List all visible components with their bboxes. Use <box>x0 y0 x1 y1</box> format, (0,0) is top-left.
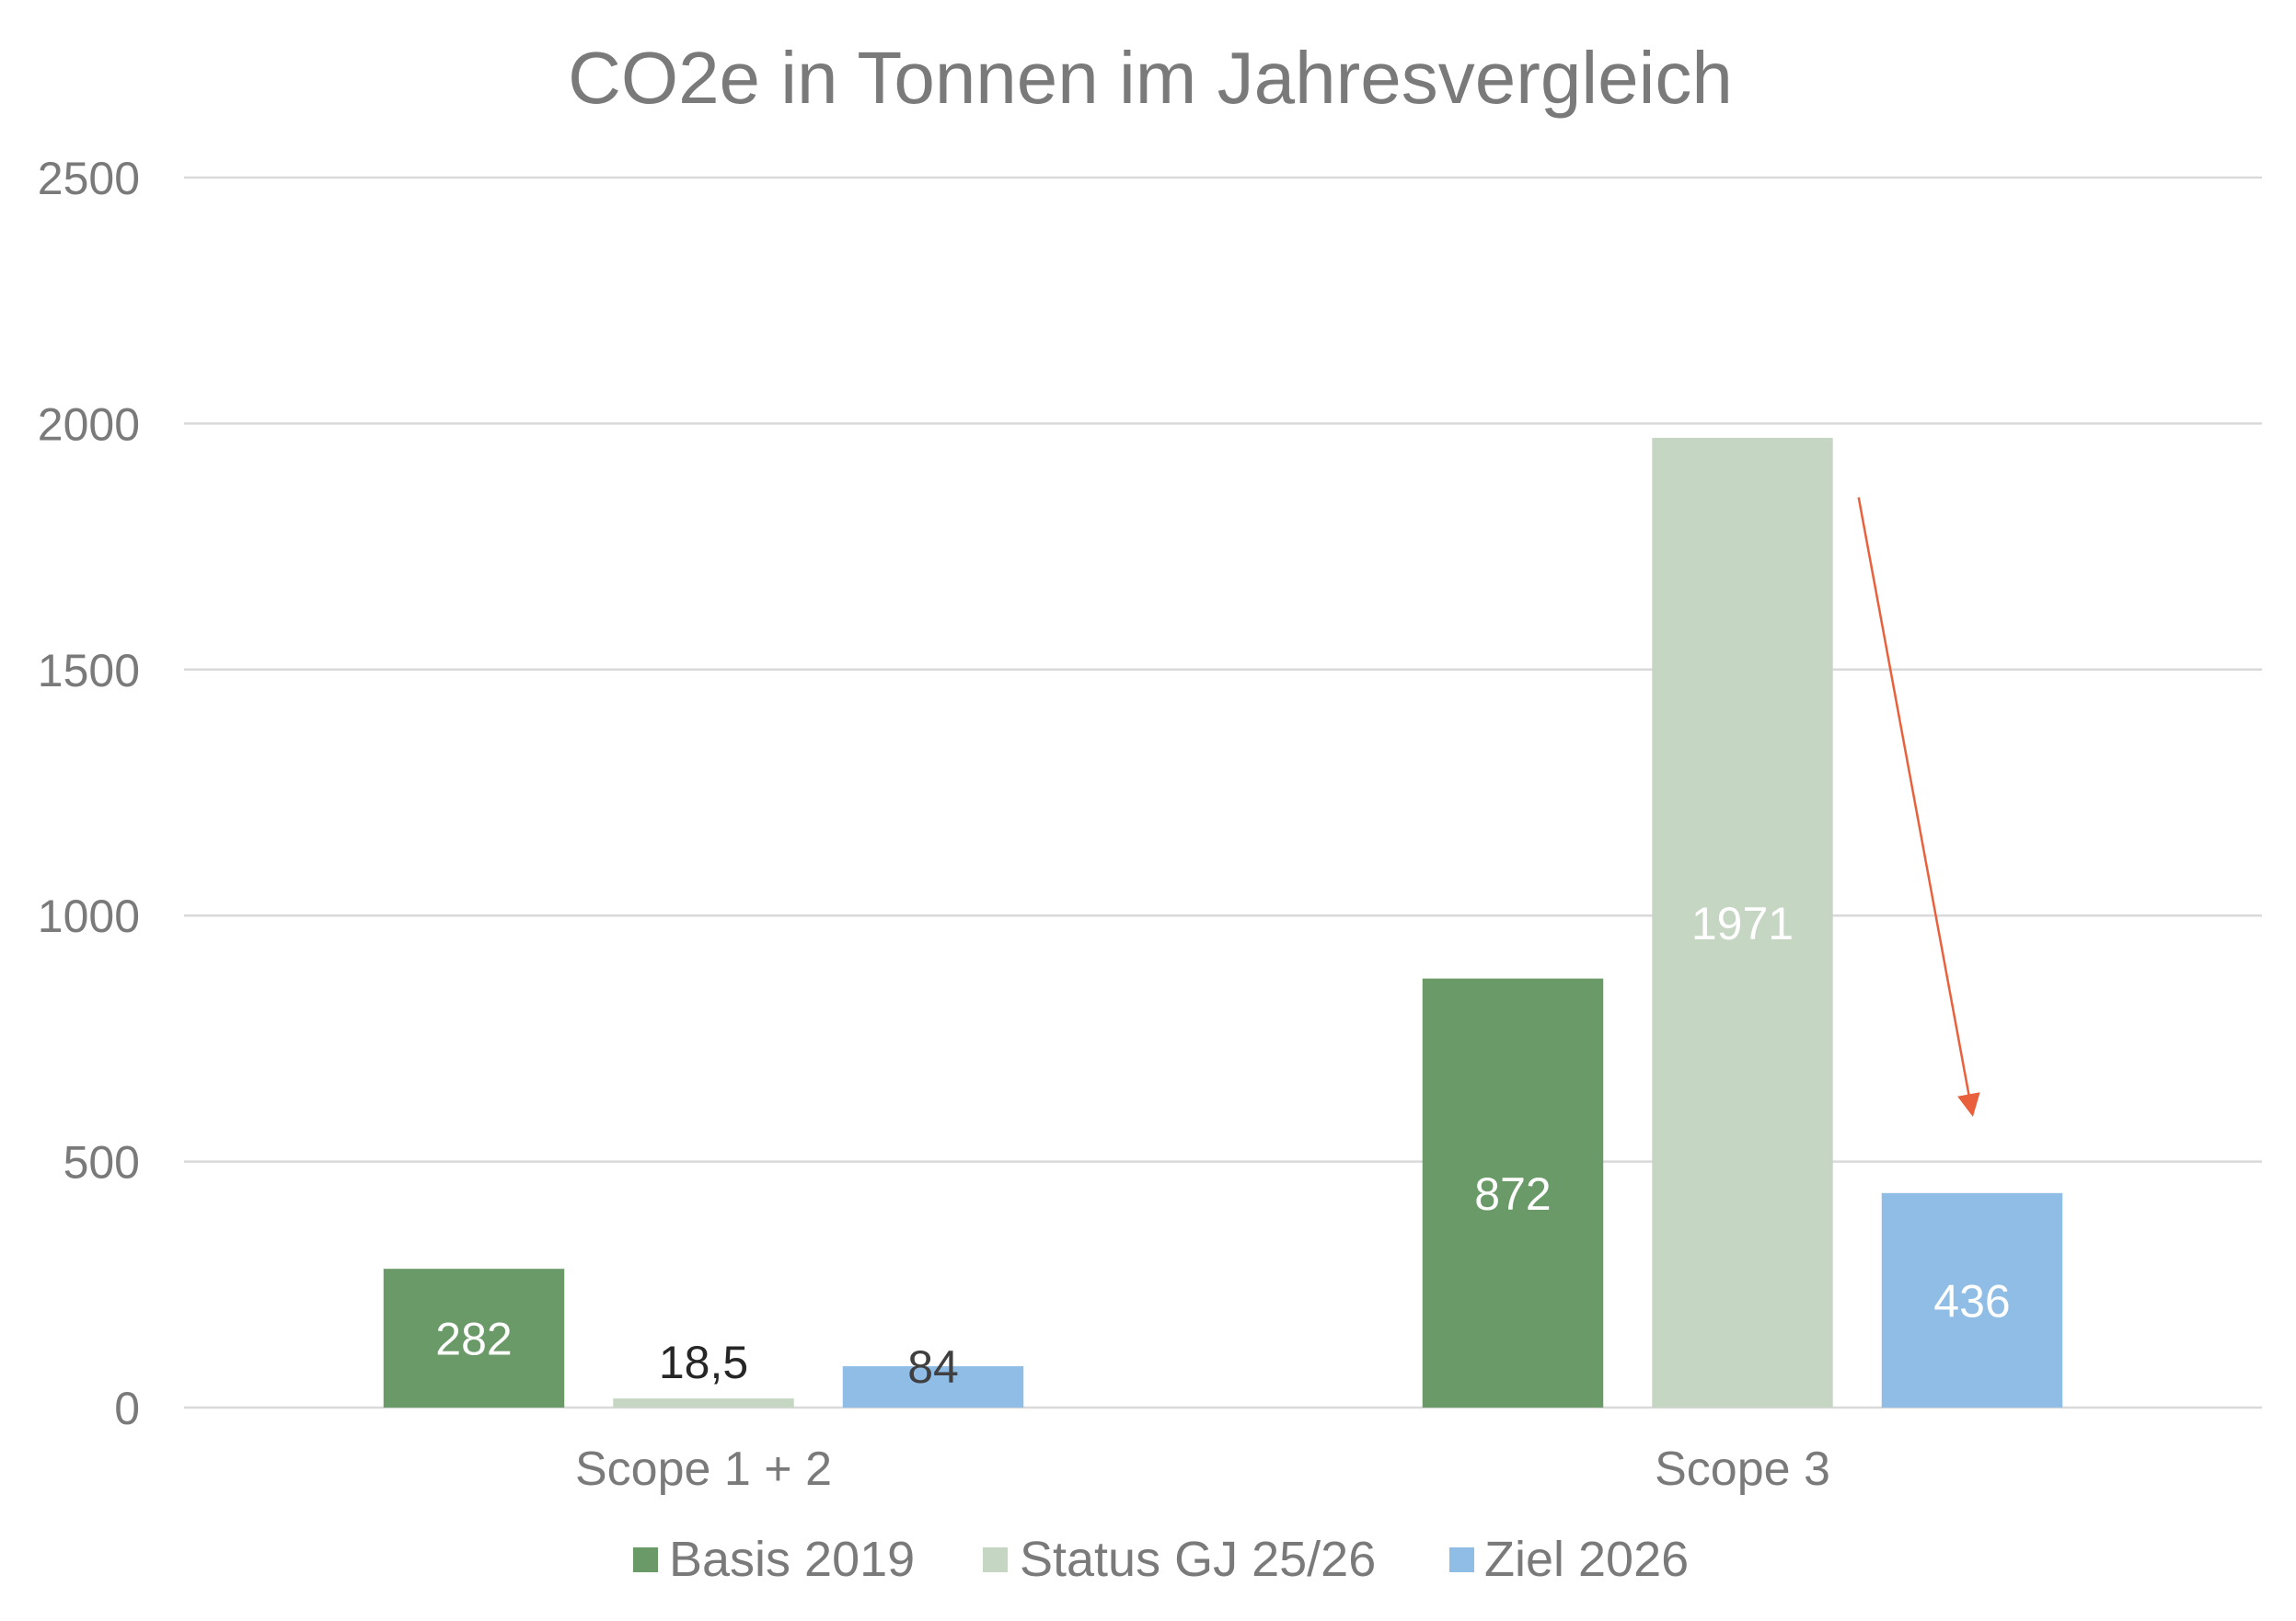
data-label: 18,5 <box>659 1337 748 1388</box>
legend-swatch <box>1449 1547 1474 1572</box>
data-labels: 282 18,5 84 872 1971 436 <box>435 898 2010 1393</box>
annotation <box>1857 497 1980 1118</box>
data-label: 436 <box>1933 1275 2010 1327</box>
y-tick-label: 1000 <box>38 891 140 942</box>
x-tick-label: Scope 1 + 2 <box>575 1443 832 1496</box>
bar <box>1422 978 1604 1408</box>
y-tick-label: 0 <box>114 1383 140 1434</box>
y-tick-label: 2500 <box>38 153 140 204</box>
legend-label: Status GJ 25/26 <box>1020 1532 1376 1587</box>
bar <box>1652 437 1833 1408</box>
legend-label: Ziel 2026 <box>1484 1532 1689 1587</box>
data-label: 1971 <box>1691 898 1794 949</box>
y-tick-label: 500 <box>63 1137 140 1189</box>
trend-arrow <box>1857 497 1980 1118</box>
legend-swatch <box>983 1547 1008 1572</box>
data-label: 84 <box>907 1341 959 1393</box>
bar <box>1881 1192 2063 1408</box>
bar <box>383 1269 565 1408</box>
legend-label: Basis 2019 <box>669 1532 915 1587</box>
y-tick-label: 1500 <box>38 645 140 696</box>
y-axis-ticks: 0 500 1000 1500 2000 2500 <box>38 153 140 1434</box>
data-label: 282 <box>435 1314 512 1365</box>
bar <box>842 1366 1024 1408</box>
y-tick-label: 2000 <box>38 398 140 450</box>
legend-swatch <box>633 1547 658 1572</box>
bars <box>383 437 2063 1408</box>
legend: Basis 2019 Status GJ 25/26 Ziel 2026 <box>633 1532 1689 1587</box>
bar <box>613 1398 794 1408</box>
data-label: 872 <box>1474 1168 1551 1220</box>
chart-title: CO2e in Tonnen im Jahresvergleich <box>568 37 1733 119</box>
x-tick-label: Scope 3 <box>1655 1443 1830 1496</box>
x-axis-ticks: Scope 1 + 2 Scope 3 <box>575 1443 1830 1496</box>
